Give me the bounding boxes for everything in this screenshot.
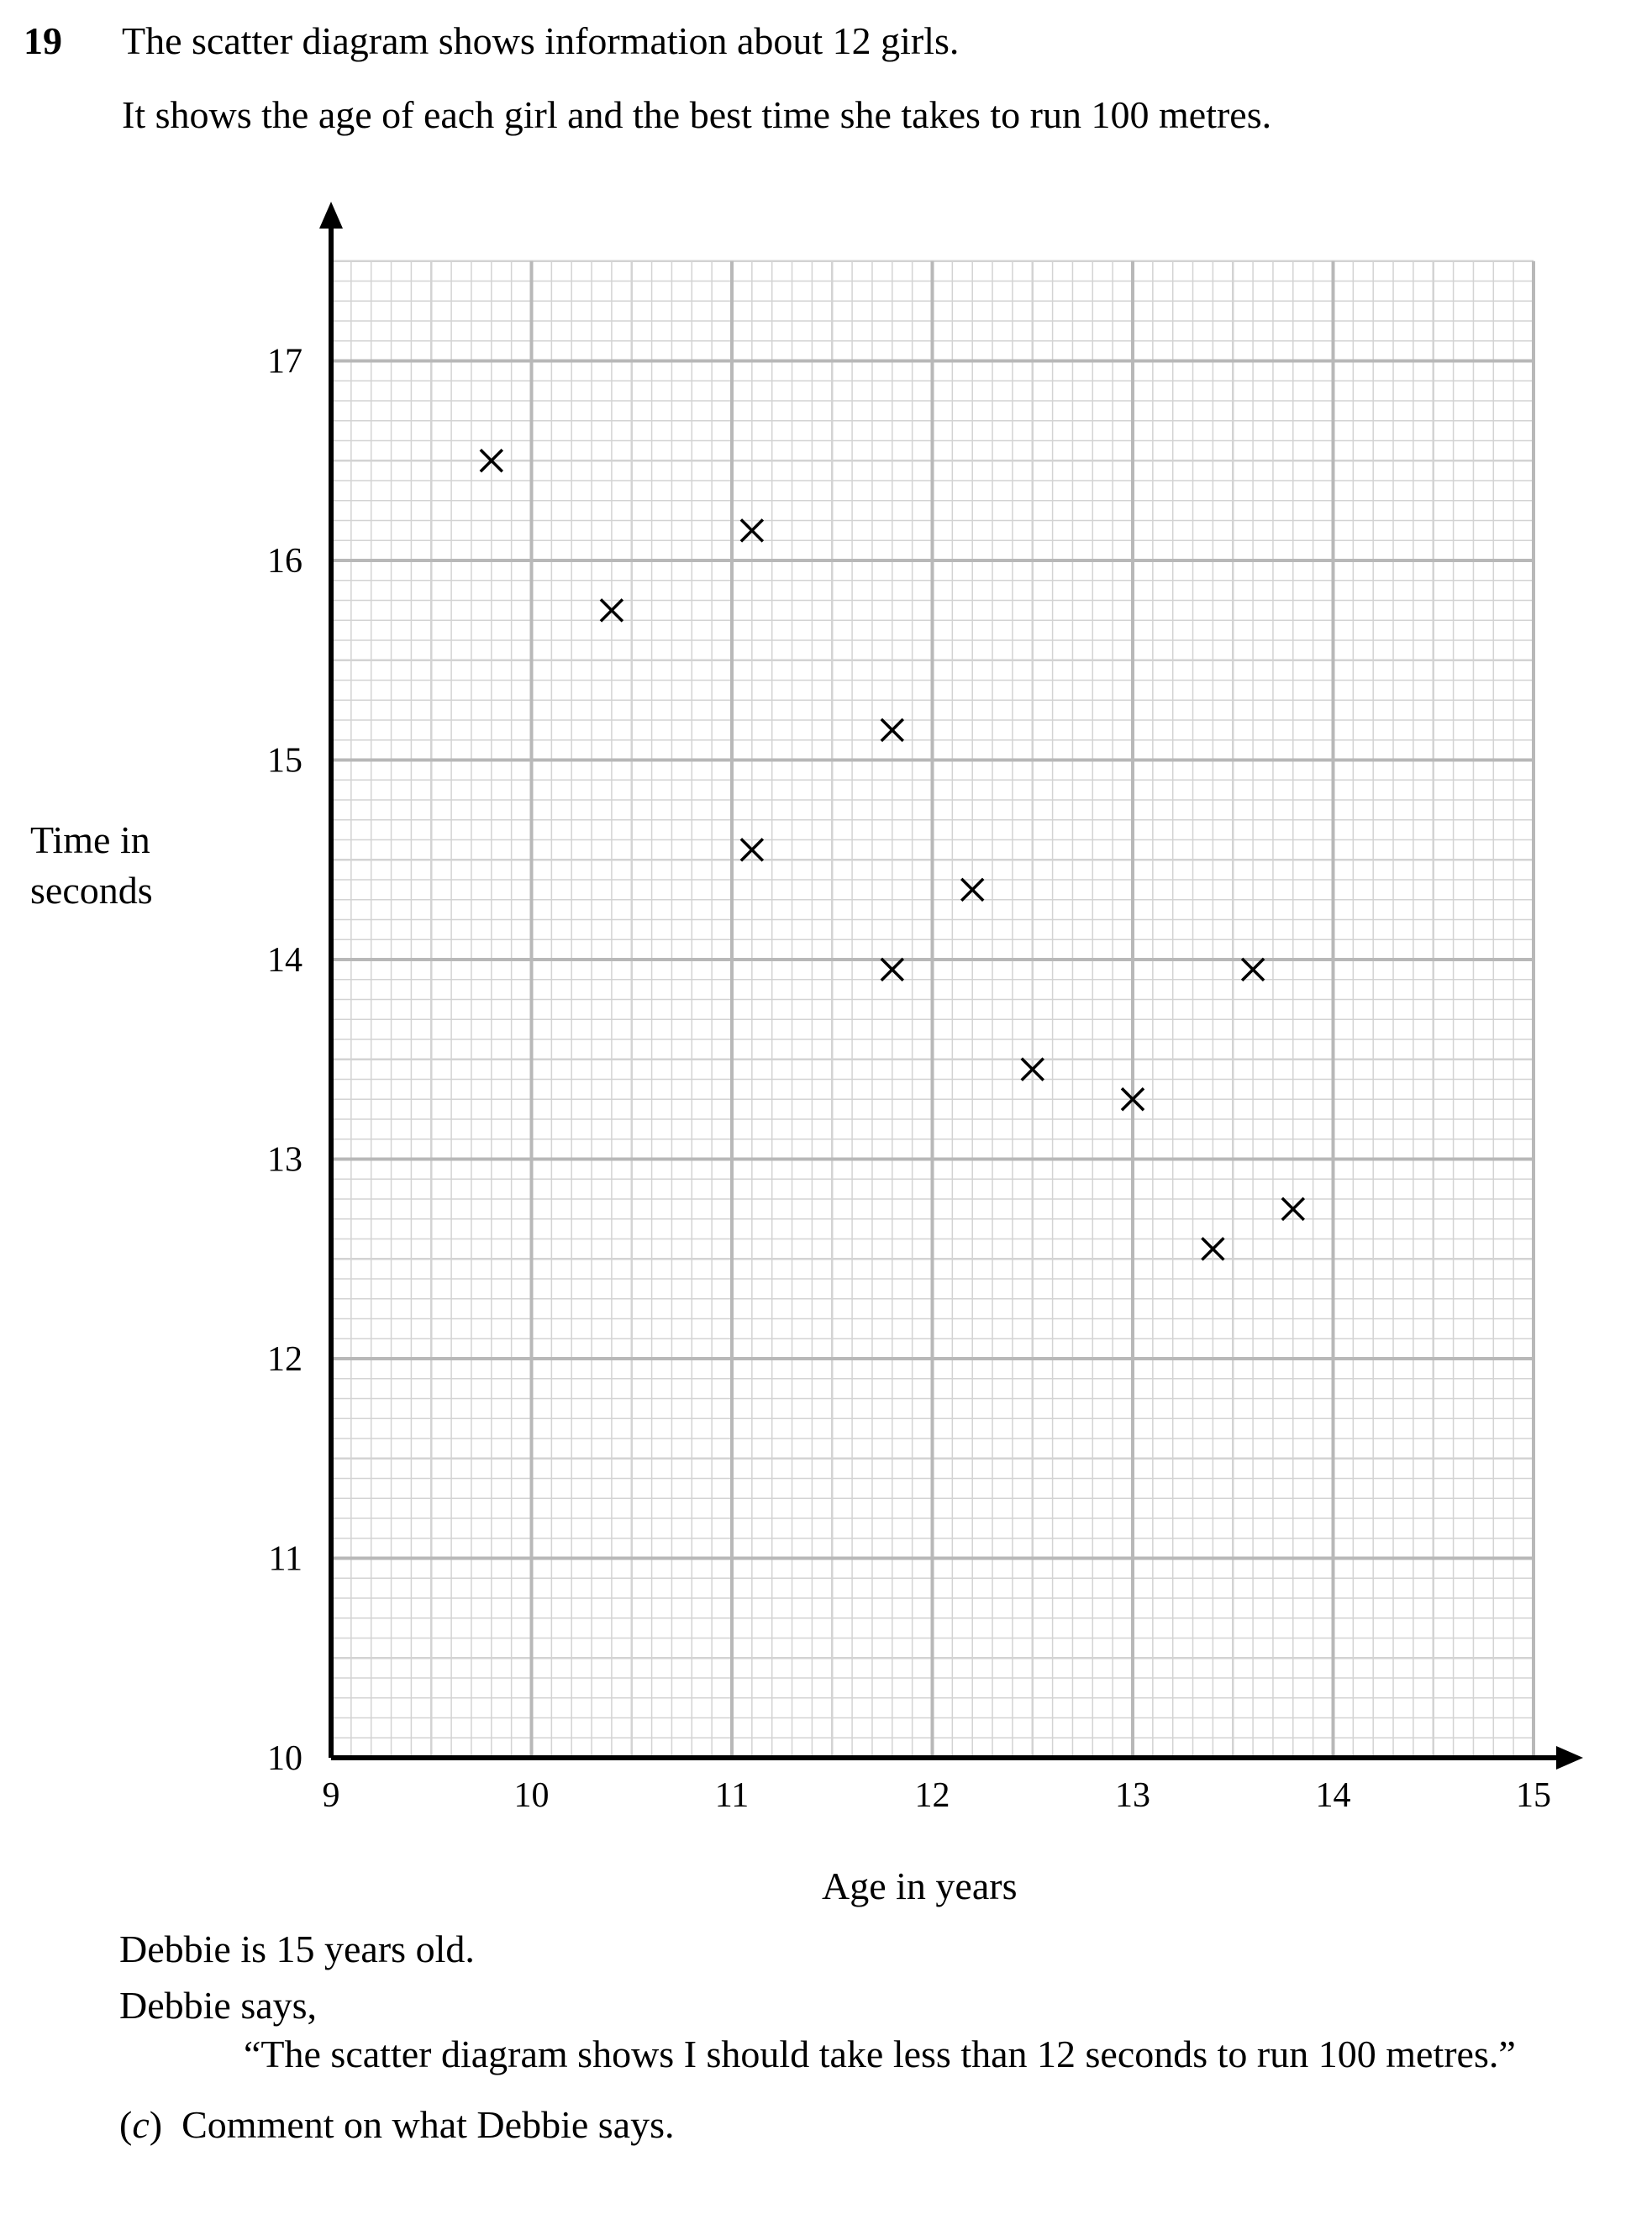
data-point	[479, 449, 504, 473]
data-point	[1201, 1237, 1225, 1261]
y-tick-label: 17	[267, 343, 303, 381]
data-point	[739, 838, 765, 862]
y-axis-label-line-1: Time in	[30, 818, 150, 861]
part-c-text: Comment on what Debbie says.	[182, 2103, 675, 2146]
part-c-label: c	[132, 2103, 150, 2146]
data-point	[739, 518, 765, 543]
data-points	[479, 449, 1306, 1261]
y-tick-label: 14	[267, 941, 303, 980]
question-part-c: (c) Comment on what Debbie says.	[119, 2103, 675, 2146]
x-axis-arrow	[1556, 1746, 1583, 1770]
data-point-stroke	[739, 518, 765, 543]
axes	[319, 202, 1583, 1770]
data-point-stroke	[960, 877, 985, 902]
x-tick-label: 11	[715, 1776, 749, 1815]
x-tick-label: 14	[1316, 1776, 1351, 1815]
data-point-stroke	[599, 598, 624, 623]
y-tick-label: 16	[267, 542, 303, 581]
x-tick-label: 15	[1516, 1776, 1551, 1815]
x-tick-label: 10	[514, 1776, 550, 1815]
data-point-stroke	[1020, 1057, 1044, 1081]
data-point	[1020, 1057, 1044, 1081]
x-tick-label: 13	[1115, 1776, 1150, 1815]
x-axis-label: Age in years	[822, 1864, 1018, 1907]
data-point-stroke	[880, 718, 905, 743]
data-point-stroke	[1120, 1087, 1145, 1112]
debbie-says-text: Debbie says,	[119, 1984, 318, 2027]
scatter-chart: 9 10 11 12 13 14 15 10 11 12 13 14 15 16 17	[267, 202, 1583, 1816]
data-point-stroke	[479, 449, 504, 473]
data-point	[1240, 957, 1265, 982]
data-point	[1281, 1197, 1306, 1222]
grid-major-lines	[331, 260, 1535, 1758]
data-point-stroke	[880, 957, 905, 982]
data-point-stroke	[739, 838, 765, 862]
data-point	[880, 718, 905, 743]
debbie-age-text: Debbie is 15 years old.	[119, 1928, 475, 1970]
x-tick-label: 9	[323, 1776, 340, 1815]
y-tick-label: 10	[267, 1739, 303, 1778]
data-point	[599, 598, 624, 623]
y-tick-label: 12	[267, 1340, 303, 1379]
tick-labels: 9 10 11 12 13 14 15 10 11 12 13 14 15 16 17	[267, 343, 1551, 1816]
y-tick-label: 11	[269, 1540, 303, 1579]
y-tick-label: 13	[267, 1141, 303, 1180]
debbie-quote: “The scatter diagram shows I should take…	[244, 2033, 1516, 2075]
data-point-stroke	[1201, 1237, 1225, 1261]
data-point	[960, 877, 985, 902]
question-intro-line-1: The scatter diagram shows information ab…	[122, 19, 960, 62]
data-point	[1120, 1087, 1145, 1112]
question-intro-line-2: It shows the age of each girl and the be…	[122, 93, 1272, 136]
question-number: 19	[24, 19, 62, 62]
data-point-stroke	[1240, 957, 1265, 982]
y-tick-label: 15	[267, 742, 303, 781]
data-point-stroke	[1281, 1197, 1306, 1222]
y-axis-label-line-2: seconds	[30, 869, 153, 912]
data-point	[880, 957, 905, 982]
y-axis-arrow	[319, 202, 343, 229]
x-tick-label: 12	[915, 1776, 950, 1815]
y-axis-label: Time in seconds	[30, 815, 153, 916]
